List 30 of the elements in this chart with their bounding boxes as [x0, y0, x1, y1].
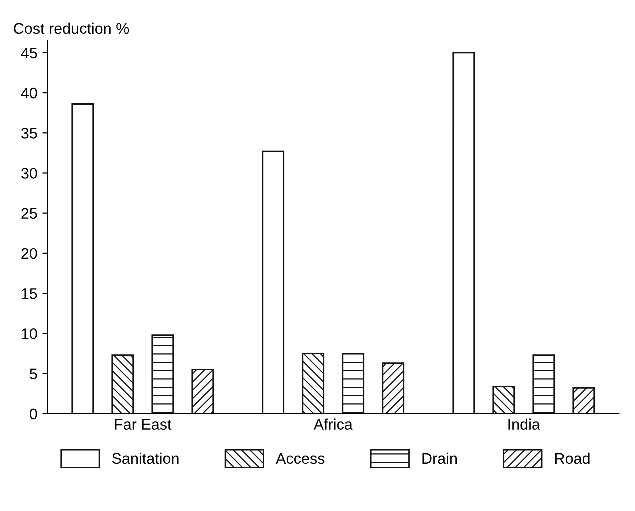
bar [72, 104, 94, 414]
bar [152, 334, 174, 414]
bar [382, 362, 405, 414]
x-tick-label: India [508, 418, 540, 430]
bar [192, 369, 214, 414]
bar [262, 150, 285, 414]
y-tick-label: 45 [21, 48, 38, 59]
bar [492, 386, 516, 414]
legend-label: Access [276, 453, 325, 464]
bar [302, 353, 325, 414]
legend-label: Drain [422, 452, 457, 464]
bar [112, 354, 134, 414]
bar [452, 52, 476, 414]
x-tick-label: Africa [314, 418, 353, 430]
y-tick-label: 40 [21, 88, 38, 99]
bar [532, 354, 556, 414]
y-tick-label: 25 [22, 208, 38, 220]
y-tick-label: 30 [21, 168, 38, 179]
y-tick-label: 35 [21, 128, 38, 139]
y-tick-label: 0 [30, 408, 38, 420]
y-tick-label: 15 [22, 288, 38, 300]
bar [342, 353, 365, 414]
x-tick-label: Far East [115, 419, 172, 430]
legend-label: Road [555, 452, 590, 464]
y-tick-label: 10 [22, 328, 38, 340]
y-axis-title: Cost reduction % [14, 22, 130, 34]
y-tick-label: 20 [22, 248, 38, 260]
legend-label: Sanitation [112, 452, 179, 464]
y-tick-label: 5 [30, 368, 38, 380]
bar [572, 388, 596, 414]
